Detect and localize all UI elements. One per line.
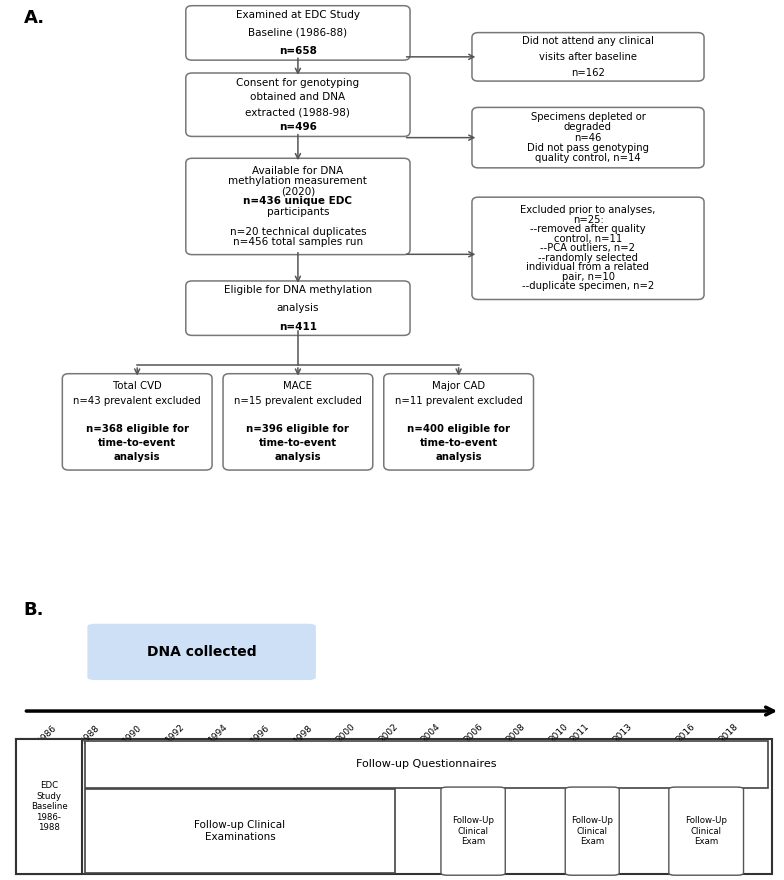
Text: 1986: 1986 [36,722,59,745]
FancyBboxPatch shape [186,5,410,60]
Text: DNA collected: DNA collected [147,645,256,659]
Text: 2002: 2002 [377,722,400,744]
Text: degraded: degraded [564,122,612,132]
FancyBboxPatch shape [472,107,704,168]
Text: Follow-Up
Clinical
Exam: Follow-Up Clinical Exam [572,817,613,846]
Text: n=400 eligible for: n=400 eligible for [407,424,510,434]
Text: analysis: analysis [114,452,161,463]
Text: n=25:: n=25: [572,215,604,224]
Text: 1992: 1992 [164,722,187,744]
Text: n=43 prevalent excluded: n=43 prevalent excluded [74,395,201,406]
Text: --randomly selected: --randomly selected [538,253,638,263]
Text: 2006: 2006 [462,722,485,744]
Text: n=368 eligible for: n=368 eligible for [85,424,189,434]
Text: MACE: MACE [284,381,312,392]
Text: individual from a related: individual from a related [527,262,649,272]
Text: 2011: 2011 [568,722,591,744]
Text: pair, n=10: pair, n=10 [561,272,615,282]
Text: Consent for genotyping: Consent for genotyping [236,77,360,88]
Text: control, n=11: control, n=11 [554,234,622,244]
FancyBboxPatch shape [87,624,316,680]
Text: 2004: 2004 [419,722,442,744]
Text: Follow-Up
Clinical
Exam: Follow-Up Clinical Exam [685,817,728,846]
Text: 2018: 2018 [717,722,740,744]
Text: 1988: 1988 [79,722,102,745]
Text: participants: participants [267,207,329,216]
Text: 1996: 1996 [249,722,272,745]
FancyBboxPatch shape [472,33,704,81]
Text: (2020): (2020) [281,187,315,196]
Text: n=46: n=46 [575,133,601,143]
FancyBboxPatch shape [85,789,395,873]
Text: 2016: 2016 [675,722,698,744]
Text: n=162: n=162 [571,68,605,77]
FancyBboxPatch shape [669,787,743,876]
Text: obtained and DNA: obtained and DNA [250,92,346,102]
Text: EDC
Study
Baseline
1986-
1988: EDC Study Baseline 1986- 1988 [31,781,67,832]
Text: quality control, n=14: quality control, n=14 [535,153,641,164]
Text: Excluded prior to analyses,: Excluded prior to analyses, [521,205,655,216]
Text: Did not pass genotyping: Did not pass genotyping [527,143,649,153]
Text: Total CVD: Total CVD [113,381,162,392]
Text: n=411: n=411 [279,321,317,332]
Text: Baseline (1986-88): Baseline (1986-88) [249,28,347,38]
Text: analysis: analysis [435,452,482,463]
Text: analysis: analysis [277,304,319,313]
Text: n=396 eligible for: n=396 eligible for [246,424,350,434]
FancyBboxPatch shape [223,374,372,470]
Text: n=436 unique EDC: n=436 unique EDC [243,196,353,207]
Text: time-to-event: time-to-event [98,438,176,448]
Text: analysis: analysis [274,452,321,463]
Text: --PCA outliers, n=2: --PCA outliers, n=2 [540,244,636,253]
Text: Specimens depleted or: Specimens depleted or [531,112,645,121]
Text: n=15 prevalent excluded: n=15 prevalent excluded [234,395,362,406]
Text: extracted (1988-98): extracted (1988-98) [245,107,350,117]
Text: B.: B. [24,601,44,620]
FancyBboxPatch shape [85,741,768,788]
FancyBboxPatch shape [472,197,704,299]
Text: visits after baseline: visits after baseline [539,52,637,62]
Text: time-to-event: time-to-event [259,438,337,448]
FancyBboxPatch shape [565,787,619,876]
Text: 1998: 1998 [292,722,314,745]
FancyBboxPatch shape [186,73,410,136]
Text: Available for DNA: Available for DNA [252,165,343,176]
Text: time-to-event: time-to-event [419,438,498,448]
Text: Follow-up Clinical
Examinations: Follow-up Clinical Examinations [194,820,285,842]
Text: Examined at EDC Study: Examined at EDC Study [236,10,360,19]
FancyBboxPatch shape [441,787,505,876]
Text: 2010: 2010 [547,722,570,744]
FancyBboxPatch shape [186,281,410,335]
Text: Follow-up Questionnaires: Follow-up Questionnaires [356,759,497,769]
Text: n=11 prevalent excluded: n=11 prevalent excluded [395,395,522,406]
Text: n=496: n=496 [279,121,317,132]
FancyBboxPatch shape [16,739,772,875]
Text: A.: A. [24,9,45,27]
Text: 2013: 2013 [611,722,633,744]
Text: methylation measurement: methylation measurement [228,176,368,186]
Text: Did not attend any clinical: Did not attend any clinical [522,36,654,46]
Text: --removed after quality: --removed after quality [530,224,646,234]
Text: 1990: 1990 [122,722,144,745]
Text: Follow-Up
Clinical
Exam: Follow-Up Clinical Exam [452,817,494,846]
Text: n=658: n=658 [279,47,317,56]
FancyBboxPatch shape [16,739,82,875]
Text: n=456 total samples run: n=456 total samples run [233,237,363,247]
Text: --duplicate specimen, n=2: --duplicate specimen, n=2 [522,282,654,291]
FancyBboxPatch shape [383,374,533,470]
Text: 2008: 2008 [505,722,527,744]
FancyBboxPatch shape [186,158,410,254]
Text: Major CAD: Major CAD [432,381,485,392]
Text: n=20 technical duplicates: n=20 technical duplicates [230,227,366,237]
Text: 2000: 2000 [335,722,357,744]
Text: Eligible for DNA methylation: Eligible for DNA methylation [224,285,372,295]
FancyBboxPatch shape [62,374,212,470]
Text: 1994: 1994 [207,722,229,744]
